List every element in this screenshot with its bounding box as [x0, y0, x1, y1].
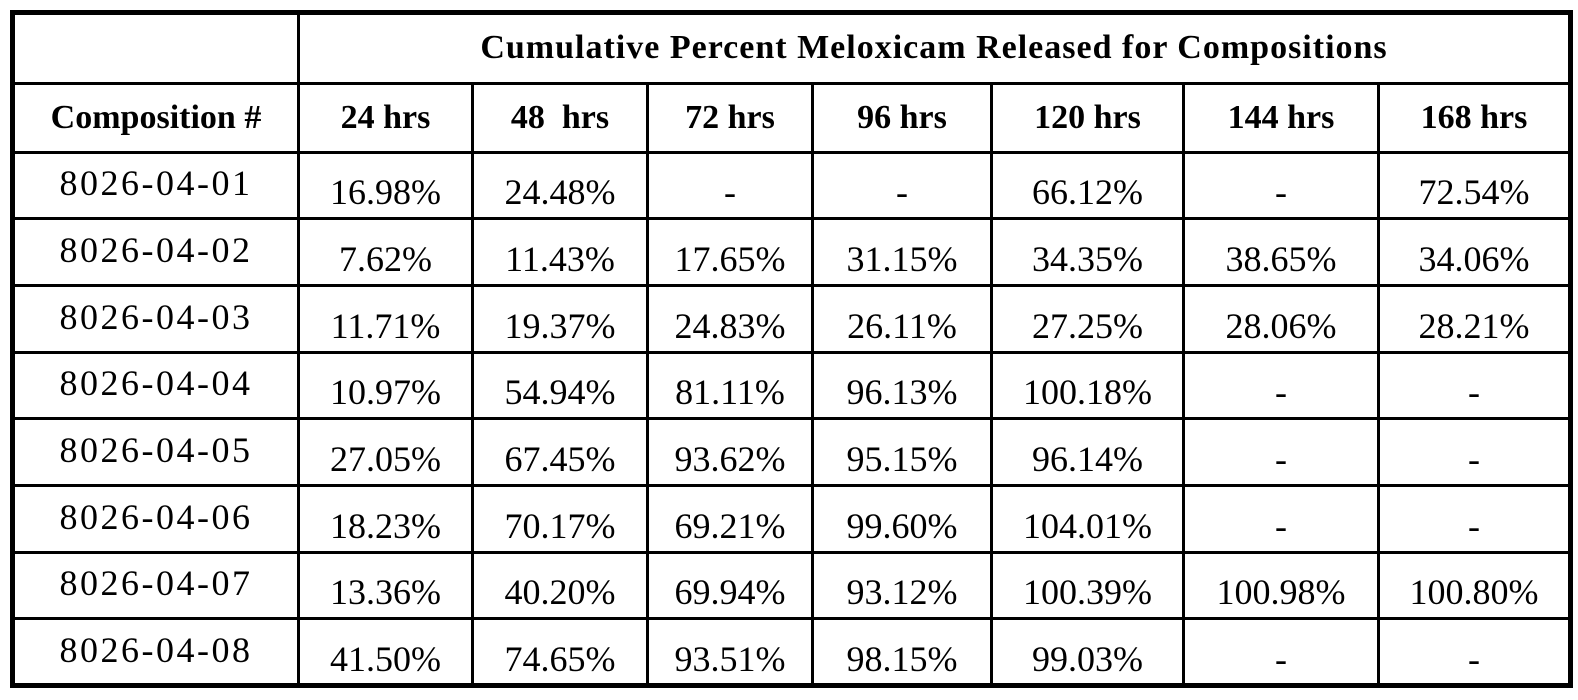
value-cell: - [1376, 483, 1573, 554]
value-cell: - [1182, 150, 1380, 221]
value-cell: 99.03% [990, 617, 1185, 687]
value-cell: - [1376, 350, 1573, 421]
table-row: 8026-04-06 18.23% 70.17% 69.21% 99.60% 1… [11, 483, 1573, 554]
value-cell: 7.62% [297, 217, 474, 287]
time-header-96hrs: 96 hrs [811, 81, 993, 154]
time-header-168hrs: 168 hrs [1376, 81, 1573, 154]
value-cell: 38.65% [1182, 217, 1380, 287]
value-cell: 74.65% [471, 617, 649, 687]
value-cell: 72.54% [1376, 150, 1573, 221]
value-cell: - [1182, 417, 1380, 487]
table-row: 8026-04-05 27.05% 67.45% 93.62% 95.15% 9… [11, 417, 1573, 487]
meloxicam-release-table: Cumulative Percent Meloxicam Released fo… [10, 10, 1574, 688]
value-cell: 81.11% [646, 350, 814, 421]
value-cell: - [646, 150, 814, 221]
composition-cell: 8026-04-04 [11, 350, 300, 421]
table-row: 8026-04-02 7.62% 11.43% 17.65% 31.15% 34… [11, 217, 1573, 287]
value-cell: 66.12% [990, 150, 1185, 221]
table-row: 8026-04-08 41.50% 74.65% 93.51% 98.15% 9… [11, 617, 1573, 687]
value-cell: 24.48% [471, 150, 649, 221]
time-header-24hrs: 24 hrs [297, 81, 474, 154]
value-cell: 93.12% [811, 550, 993, 621]
value-cell: - [1182, 483, 1380, 554]
value-cell: 95.15% [811, 417, 993, 487]
value-cell: 70.17% [471, 483, 649, 554]
title-row: Cumulative Percent Meloxicam Released fo… [11, 11, 1573, 85]
table-title: Cumulative Percent Meloxicam Released fo… [296, 11, 1573, 85]
value-cell: 11.43% [471, 217, 649, 287]
value-cell: - [811, 150, 993, 221]
value-cell: 100.39% [990, 550, 1185, 621]
value-cell: - [1182, 350, 1380, 421]
composition-cell: 8026-04-07 [11, 550, 300, 621]
value-cell: 41.50% [297, 617, 474, 687]
composition-cell: 8026-04-03 [11, 283, 300, 354]
table-row: 8026-04-07 13.36% 40.20% 69.94% 93.12% 1… [11, 550, 1573, 621]
value-cell: - [1376, 417, 1573, 487]
time-header-144hrs: 144 hrs [1182, 81, 1380, 154]
value-cell: 26.11% [811, 283, 993, 354]
composition-cell: 8026-04-06 [11, 483, 300, 554]
table-row: 8026-04-01 16.98% 24.48% - - 66.12% - 72… [11, 150, 1573, 221]
time-header-120hrs: 120 hrs [990, 81, 1185, 154]
value-cell: 98.15% [811, 617, 993, 687]
value-cell: 96.13% [811, 350, 993, 421]
value-cell: 28.06% [1182, 283, 1380, 354]
value-cell: 96.14% [990, 417, 1185, 487]
table-row: 8026-04-03 11.71% 19.37% 24.83% 26.11% 2… [11, 283, 1573, 354]
value-cell: 100.80% [1376, 550, 1573, 621]
composition-cell: 8026-04-05 [11, 417, 300, 487]
value-cell: 100.98% [1182, 550, 1380, 621]
value-cell: - [1376, 617, 1573, 687]
value-cell: 27.05% [297, 417, 474, 487]
table-row: 8026-04-04 10.97% 54.94% 81.11% 96.13% 1… [11, 350, 1573, 421]
value-cell: 67.45% [471, 417, 649, 487]
value-cell: 10.97% [297, 350, 474, 421]
value-cell: 17.65% [646, 217, 814, 287]
value-cell: 13.36% [297, 550, 474, 621]
value-cell: 54.94% [471, 350, 649, 421]
value-cell: 69.94% [646, 550, 814, 621]
time-header-48hrs: 48 hrs [471, 81, 649, 154]
value-cell: 16.98% [297, 150, 474, 221]
column-header-row: Composition # 24 hrs 48 hrs 72 hrs 96 hr… [11, 81, 1573, 154]
value-cell: 24.83% [646, 283, 814, 354]
value-cell: - [1182, 617, 1380, 687]
value-cell: 31.15% [811, 217, 993, 287]
value-cell: 93.62% [646, 417, 814, 487]
value-cell: 100.18% [990, 350, 1185, 421]
value-cell: 40.20% [471, 550, 649, 621]
value-cell: 99.60% [811, 483, 993, 554]
value-cell: 27.25% [990, 283, 1185, 354]
composition-cell: 8026-04-01 [11, 150, 300, 221]
value-cell: 11.71% [297, 283, 474, 354]
value-cell: 18.23% [297, 483, 474, 554]
composition-cell: 8026-04-08 [11, 617, 300, 687]
value-cell: 19.37% [471, 283, 649, 354]
composition-header: Composition # [11, 81, 300, 154]
value-cell: 93.51% [646, 617, 814, 687]
value-cell: 69.21% [646, 483, 814, 554]
value-cell: 28.21% [1376, 283, 1573, 354]
value-cell: 34.35% [990, 217, 1185, 287]
value-cell: 104.01% [990, 483, 1185, 554]
value-cell: 34.06% [1376, 217, 1573, 287]
composition-cell: 8026-04-02 [11, 217, 300, 287]
corner-cell [11, 11, 300, 85]
time-header-72hrs: 72 hrs [646, 81, 814, 154]
